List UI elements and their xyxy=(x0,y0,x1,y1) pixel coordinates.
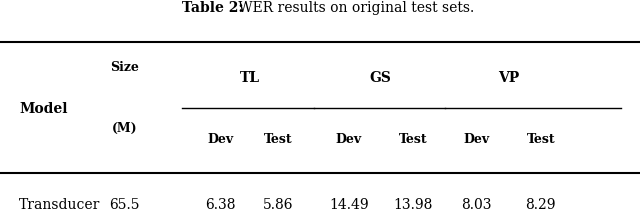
Text: 6.38: 6.38 xyxy=(205,198,236,211)
Text: 65.5: 65.5 xyxy=(109,198,140,211)
Text: (M): (M) xyxy=(112,122,138,135)
Text: 8.03: 8.03 xyxy=(461,198,492,211)
Text: 13.98: 13.98 xyxy=(393,198,433,211)
Text: Test: Test xyxy=(527,133,555,146)
Text: Size: Size xyxy=(110,61,140,74)
Text: Dev: Dev xyxy=(208,133,234,146)
Text: Dev: Dev xyxy=(464,133,490,146)
Text: GS: GS xyxy=(370,71,392,85)
Text: WER results on original test sets.: WER results on original test sets. xyxy=(234,1,474,15)
Text: Dev: Dev xyxy=(336,133,362,146)
Text: 5.86: 5.86 xyxy=(263,198,294,211)
Text: Test: Test xyxy=(264,133,292,146)
Text: Model: Model xyxy=(19,102,68,116)
Text: 8.29: 8.29 xyxy=(525,198,556,211)
Text: Table 2:: Table 2: xyxy=(182,1,244,15)
Text: TL: TL xyxy=(239,71,260,85)
Text: Test: Test xyxy=(399,133,427,146)
Text: Transducer: Transducer xyxy=(19,198,100,211)
Text: 14.49: 14.49 xyxy=(329,198,369,211)
Text: VP: VP xyxy=(498,71,520,85)
